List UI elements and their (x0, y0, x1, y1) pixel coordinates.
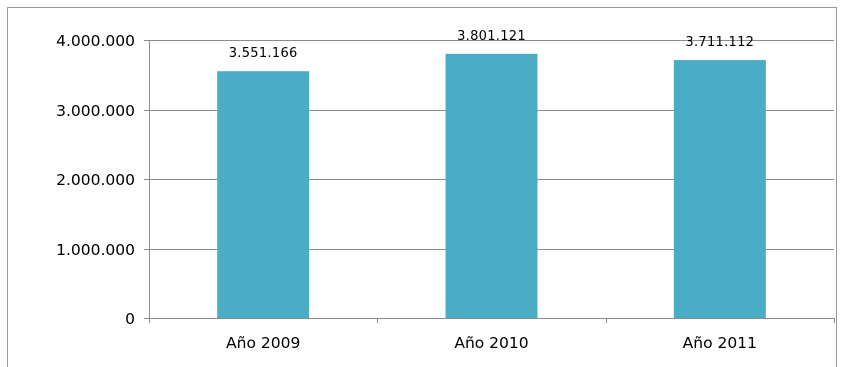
y-tick-label: 0 (125, 310, 135, 328)
data-label: 3.711.112 (685, 35, 754, 50)
y-tick-label: 3.000.000 (56, 102, 135, 120)
data-label: 3.801.121 (457, 29, 526, 44)
x-tick-label: Año 2011 (683, 334, 757, 352)
bar (445, 53, 538, 319)
data-label: 3.551.166 (229, 46, 298, 61)
x-tick-label: Año 2010 (454, 334, 528, 352)
y-tick-label: 1.000.000 (56, 241, 135, 259)
y-tick-label: 2.000.000 (56, 171, 135, 189)
x-tick-label: Año 2009 (226, 334, 300, 352)
bar (673, 60, 766, 318)
y-tick-label: 4.000.000 (56, 32, 135, 50)
bar (217, 71, 310, 318)
